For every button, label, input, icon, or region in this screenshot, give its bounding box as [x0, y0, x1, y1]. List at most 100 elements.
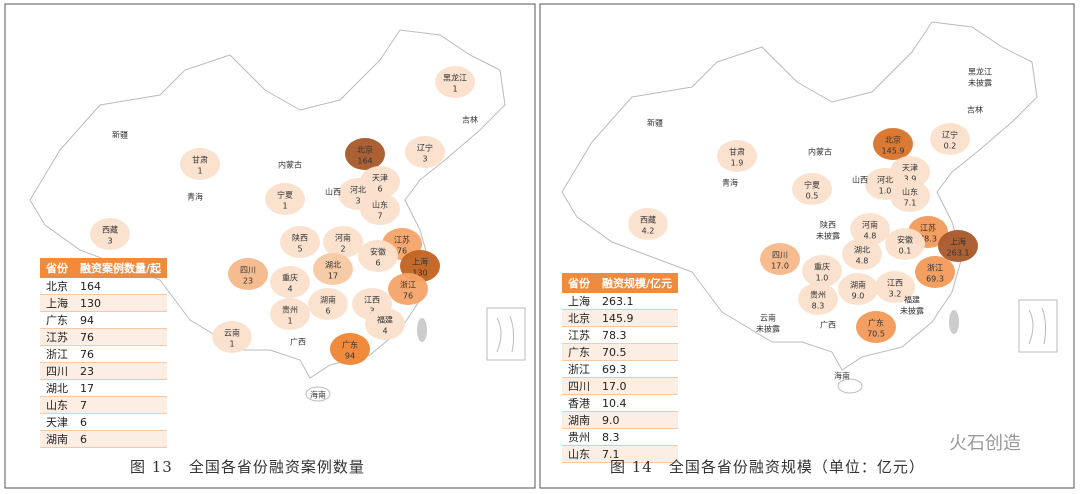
- table-cell: 湖北: [40, 379, 74, 397]
- region-shape: [270, 298, 310, 330]
- region-name: 上海: [412, 257, 428, 267]
- region-shape: [265, 183, 305, 215]
- table-cell: 7: [74, 396, 168, 414]
- header-cell: 融资案例数量/起: [74, 258, 168, 278]
- region-name: 山西: [325, 187, 341, 197]
- region-value: 0.5: [806, 192, 819, 201]
- region-name: 浙江: [400, 280, 416, 290]
- region-value: 3: [107, 237, 112, 246]
- region-shape: [360, 193, 400, 225]
- region-value: 0.1: [899, 247, 912, 256]
- table-row: 山东 7.1: [562, 445, 679, 463]
- table-row: 贵州 8.3: [562, 428, 679, 446]
- region-name: 广东: [868, 318, 884, 328]
- region-name: 辽宁: [942, 130, 958, 140]
- table-cell: 7.1: [596, 445, 679, 463]
- table-cell: 上海: [40, 294, 74, 312]
- region-shape: [345, 138, 385, 170]
- region-value: 3: [355, 197, 360, 206]
- region-shape: [717, 140, 757, 172]
- region-value: 1: [287, 317, 292, 326]
- region-name: 黑龙江: [443, 73, 467, 83]
- region-shape: [850, 213, 890, 245]
- region-shape: [885, 228, 925, 260]
- caption: 图 14 全国各省份融资规模（单位：亿元）: [610, 458, 925, 476]
- region-value: 4.2: [642, 227, 655, 236]
- region-name: 吉林: [967, 105, 983, 115]
- region-shape: [313, 253, 353, 285]
- region-name: 河北: [350, 185, 366, 195]
- region-name: 北京: [357, 145, 373, 155]
- table-cell: 广东: [562, 343, 596, 361]
- region-value: 69.3: [926, 275, 944, 284]
- table-cell: 69.3: [596, 360, 679, 378]
- region-value: 3.9: [904, 175, 917, 184]
- region-name: 福建: [377, 315, 393, 325]
- region-name: 云南: [760, 313, 776, 323]
- region-value: 164: [357, 157, 372, 166]
- region-value: 1.0: [879, 187, 892, 196]
- table-cell: 76: [74, 328, 168, 346]
- region-name: 新疆: [112, 130, 128, 140]
- region-name: 河南: [335, 233, 351, 243]
- region-shape: [330, 333, 370, 365]
- region-value: 6: [375, 259, 380, 268]
- region-name: 安徽: [897, 235, 913, 245]
- region-name: 海南: [834, 371, 850, 381]
- region-value: 145.9: [882, 147, 905, 156]
- caption: 图 13 全国各省份融资案例数量: [130, 458, 365, 476]
- table-cell: 江苏: [40, 328, 74, 346]
- table-cell: 江苏: [562, 326, 596, 344]
- data-table: 省份 融资案例数量/起 北京 164 上海 130 广东 94 江苏 76 浙江 76 四川 23 湖北 17…: [40, 258, 168, 448]
- region-shape: [228, 258, 268, 290]
- table-cell: 上海: [562, 293, 596, 310]
- table-row: 四川 17.0: [562, 377, 679, 395]
- region-name: 吉林: [462, 115, 478, 125]
- region-name: 湖南: [320, 295, 336, 305]
- panel-frame: [4, 3, 536, 489]
- region-name: 北京: [885, 135, 901, 145]
- region-value: 1.0: [816, 274, 829, 283]
- region-name: 山东: [372, 200, 388, 210]
- region-value: 70.5: [867, 330, 885, 339]
- region-value: 未披露: [968, 78, 992, 88]
- table-row: 湖南 9.0: [562, 411, 679, 429]
- region-shape: [628, 208, 668, 240]
- region-value: 94: [345, 352, 355, 361]
- region-value: 130: [412, 269, 427, 278]
- table-cell: 北京: [562, 309, 596, 327]
- region-shape: [890, 180, 930, 212]
- table-cell: 9.0: [596, 411, 679, 429]
- region-shape: [212, 321, 252, 353]
- table-cell: 130: [74, 294, 168, 312]
- region-name: 贵州: [282, 305, 298, 315]
- region-name: 天津: [902, 163, 918, 173]
- table-cell: 17.0: [596, 377, 679, 395]
- table-cell: 70.5: [596, 343, 679, 361]
- table-cell: 8.3: [596, 428, 679, 446]
- table-row: 江苏 76: [40, 328, 168, 346]
- region-value: 2: [340, 245, 345, 254]
- header-cell: 融资规模/亿元: [596, 273, 679, 293]
- region-name: 福建: [904, 295, 920, 305]
- region-name: 湖北: [325, 261, 341, 270]
- region-value: 未披露: [900, 306, 924, 316]
- region-name: 湖北: [854, 246, 870, 255]
- watermark: 火石创造: [949, 433, 1021, 454]
- table-cell: 164: [74, 278, 168, 295]
- table-cell: 四川: [562, 377, 596, 395]
- region-value: 4: [287, 285, 292, 294]
- region-shape: [798, 283, 838, 315]
- table-cell: 145.9: [596, 309, 679, 327]
- region-name: 青海: [722, 178, 738, 188]
- region-shape: [90, 218, 130, 250]
- region-name: 山东: [902, 187, 918, 197]
- region-name: 安徽: [370, 247, 386, 257]
- region-value: 78.3: [919, 235, 937, 244]
- region-shape: [792, 173, 832, 205]
- region-value: 1: [452, 85, 457, 94]
- region-value: 1: [229, 340, 234, 349]
- table-cell: 78.3: [596, 326, 679, 344]
- region-shape: [875, 271, 915, 303]
